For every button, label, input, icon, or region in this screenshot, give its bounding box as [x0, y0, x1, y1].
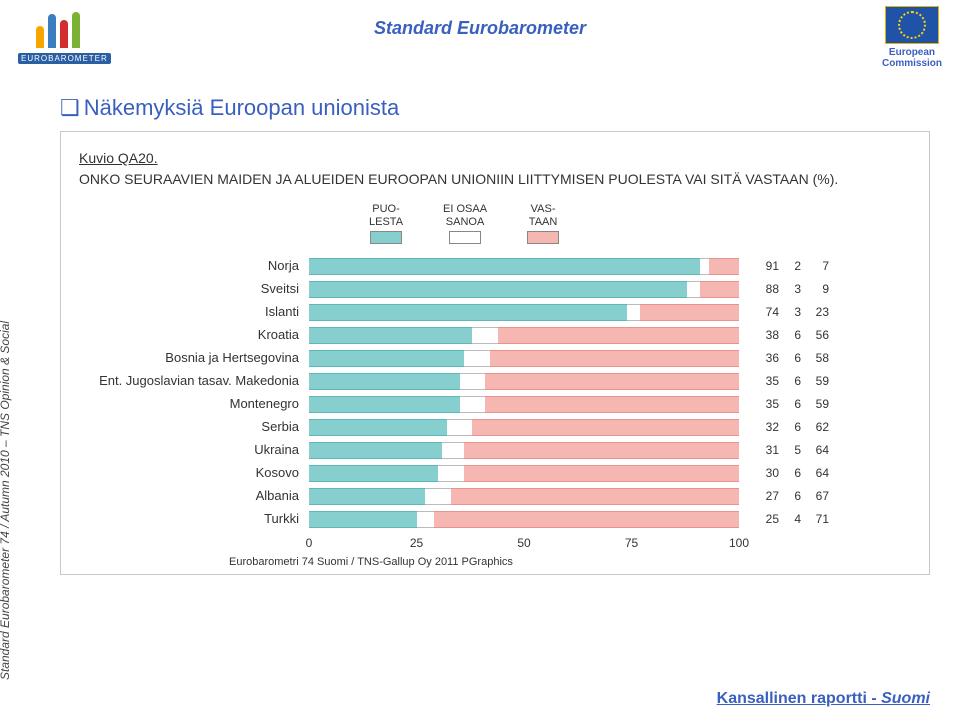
row-label: Kosovo [79, 465, 309, 480]
stacked-bar [309, 350, 739, 365]
row-values: 27667 [739, 489, 863, 503]
question-title: ❑Näkemyksiä Euroopan unionista [60, 95, 930, 121]
legend-against: VAS- TAAN [527, 203, 559, 244]
legend-for-swatch [370, 231, 402, 244]
row-label: Sveitsi [79, 281, 309, 296]
row-label: Ent. Jugoslavian tasav. Makedonia [79, 373, 309, 388]
stacked-bar [309, 419, 739, 434]
axis-tick: 0 [306, 536, 313, 550]
row-label: Bosnia ja Hertsegovina [79, 350, 309, 365]
table-row: Islanti 74323 [79, 300, 911, 323]
legend-dk-label: EI OSAA SANOA [443, 203, 487, 228]
eu-flag-icon [885, 6, 939, 44]
row-label: Serbia [79, 419, 309, 434]
row-label: Norja [79, 258, 309, 273]
ec-label-1: European [882, 47, 942, 58]
row-values: 36658 [739, 351, 863, 365]
axis-tick: 100 [729, 536, 749, 550]
table-row: Kosovo 30664 [79, 461, 911, 484]
table-row: Montenegro 35659 [79, 392, 911, 415]
row-values: 8839 [739, 282, 863, 296]
legend-dk: EI OSAA SANOA [443, 203, 487, 244]
stacked-bar [309, 442, 739, 457]
table-row: Ent. Jugoslavian tasav. Makedonia 35659 [79, 369, 911, 392]
ec-logo: European Commission [882, 6, 942, 69]
chart-rows: Norja 9127 Sveitsi 8839 Islanti 74323 Kroatia 3… [79, 254, 911, 530]
table-row: Norja 9127 [79, 254, 911, 277]
content: ❑Näkemyksiä Euroopan unionista Kuvio QA2… [60, 95, 930, 575]
table-row: Sveitsi 8839 [79, 277, 911, 300]
row-values: 35659 [739, 374, 863, 388]
axis-tick: 75 [625, 536, 638, 550]
chart-panel: Kuvio QA20. ONKO SEURAAVIEN MAIDEN JA AL… [60, 131, 930, 575]
row-values: 32662 [739, 420, 863, 434]
side-caption: Standard Eurobarometer 74 / Autumn 2010 … [12, 120, 34, 680]
logo-label: EUROBAROMETER [18, 53, 111, 64]
legend: PUO- LESTA EI OSAA SANOA VAS- TAAN [369, 203, 911, 244]
row-values: 38656 [739, 328, 863, 342]
stacked-bar [309, 396, 739, 411]
axis-tick: 50 [517, 536, 530, 550]
question-title-text: Näkemyksiä Euroopan unionista [84, 95, 400, 120]
footer-country: Suomi [881, 690, 930, 707]
row-values: 30664 [739, 466, 863, 480]
table-row: Ukraina 31564 [79, 438, 911, 461]
row-values: 35659 [739, 397, 863, 411]
stacked-bar [309, 281, 739, 296]
row-values: 25471 [739, 512, 863, 526]
source-line: Eurobarometri 74 Suomi / TNS-Gallup Oy 2… [229, 556, 911, 568]
ec-label-2: Commission [882, 58, 942, 69]
axis-tick: 25 [410, 536, 423, 550]
question-subtitle: ONKO SEURAAVIEN MAIDEN JA ALUEIDEN EUROO… [79, 170, 911, 189]
legend-against-label: VAS- TAAN [529, 203, 558, 228]
row-values: 31564 [739, 443, 863, 457]
header: EUROBAROMETER Standard Eurobarometer Eur… [0, 0, 960, 70]
row-label: Ukraina [79, 442, 309, 457]
row-label: Islanti [79, 304, 309, 319]
footer-text: Kansallinen raportti - [717, 690, 881, 707]
stacked-bar [309, 258, 739, 273]
page-title: Standard Eurobarometer [374, 18, 586, 39]
stacked-bar [309, 373, 739, 388]
row-label: Kroatia [79, 327, 309, 342]
bullet-icon: ❑ [60, 95, 80, 120]
row-label: Montenegro [79, 396, 309, 411]
figure-number: Kuvio QA20. [79, 150, 911, 166]
table-row: Turkki 25471 [79, 507, 911, 530]
stacked-bar [309, 465, 739, 480]
footer: Kansallinen raportti - Suomi [717, 690, 930, 708]
stacked-bar [309, 304, 739, 319]
row-label: Albania [79, 488, 309, 503]
x-axis: 0255075100 [309, 532, 739, 554]
row-label: Turkki [79, 511, 309, 526]
table-row: Albania 27667 [79, 484, 911, 507]
side-text: Standard Eurobarometer 74 / Autumn 2010 … [0, 321, 12, 680]
legend-for-label: PUO- LESTA [369, 203, 403, 228]
table-row: Bosnia ja Hertsegovina 36658 [79, 346, 911, 369]
legend-for: PUO- LESTA [369, 203, 403, 244]
row-values: 9127 [739, 259, 863, 273]
stacked-bar [309, 511, 739, 526]
table-row: Serbia 32662 [79, 415, 911, 438]
page: EUROBAROMETER Standard Eurobarometer Eur… [0, 0, 960, 720]
stacked-bar [309, 488, 739, 503]
stacked-bar [309, 327, 739, 342]
eurobarometer-logo: EUROBAROMETER [18, 8, 98, 66]
legend-dk-swatch [449, 231, 481, 244]
logo-bars-icon [18, 8, 98, 48]
table-row: Kroatia 38656 [79, 323, 911, 346]
row-values: 74323 [739, 305, 863, 319]
legend-against-swatch [527, 231, 559, 244]
